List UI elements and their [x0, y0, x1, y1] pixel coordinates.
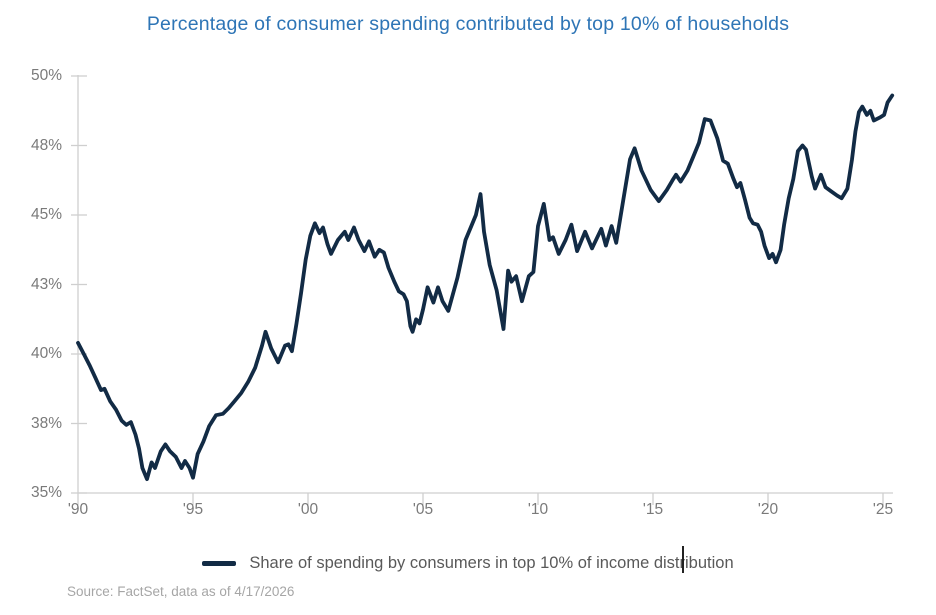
y-tick-label: 43% [30, 275, 62, 293]
y-tick-label: 35% [30, 484, 62, 501]
data-line [76, 93, 895, 482]
x-tick-label: '15 [642, 501, 664, 518]
y-tick-label: 48% [30, 136, 62, 154]
x-tick-label: '25 [872, 501, 894, 518]
y-tick-label: 45% [30, 206, 62, 223]
x-tick-label: '95 [182, 501, 204, 518]
legend-line-swatch [202, 560, 237, 566]
legend: Share of spending by consumers in top 10… [0, 550, 936, 576]
source-note: Source: FactSet, data as of 4/17/2026 [67, 584, 295, 599]
x-tick-label: '05 [412, 501, 434, 518]
x-tick-label: '20 [757, 501, 779, 518]
y-tick-label: 50% [30, 67, 62, 84]
y-tick-label: 38% [30, 414, 62, 432]
x-tick-label: '10 [527, 501, 549, 518]
legend-label: Share of spending by consumers in top 10… [249, 554, 734, 572]
text-cursor [682, 546, 684, 573]
axes [71, 75, 893, 505]
chart-title: Percentage of consumer spending contribu… [146, 13, 790, 35]
y-tick-label: 40% [30, 345, 62, 362]
x-tick-label: '90 [67, 501, 89, 518]
x-tick-label: '00 [297, 501, 319, 518]
